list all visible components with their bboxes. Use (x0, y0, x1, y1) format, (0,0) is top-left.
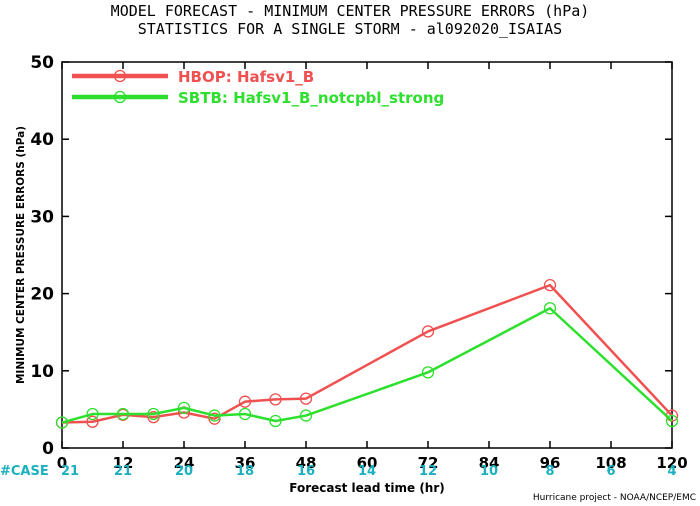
legend-label: SBTB: Hafsv1_B_notcpbl_strong (178, 89, 444, 107)
case-count: 16 (297, 464, 315, 479)
data-point (269, 393, 282, 406)
data-point (208, 412, 221, 425)
labels-layer: 0 12 24 36 48 60 72 84 96 108 12001020304050Foreca… (0, 53, 696, 503)
case-count: 4 (667, 464, 676, 479)
case-count: 12 (419, 464, 437, 479)
x-tick-label: 96 (540, 454, 561, 472)
data-point (147, 410, 160, 424)
legend-label: HBOP: Hafsv1_B (178, 68, 314, 86)
case-count: 6 (606, 464, 615, 479)
data-point (665, 414, 679, 428)
chart-title-line1: MODEL FORECAST - MINIMUM CENTER PRESSURE… (110, 2, 590, 20)
data-point (116, 407, 130, 421)
y-axis-label: MINIMUM CENTER PRESSURE ERRORS (hPa) (15, 126, 27, 384)
x-tick-label: 48 (296, 454, 317, 472)
data-point (147, 407, 160, 421)
y-tick-label: 50 (30, 53, 54, 73)
plot-frame (61, 61, 673, 449)
case-count: 18 (236, 464, 254, 479)
chart-title-line2: STATISTICS FOR A SINGLE STORM - al092020… (137, 20, 563, 38)
y-tick-label: 0 (42, 439, 54, 459)
legend-swatch-marker (113, 90, 127, 104)
data-point (238, 407, 252, 421)
data-point (543, 278, 557, 292)
y-tick-label: 30 (30, 207, 54, 227)
case-count: 14 (358, 464, 376, 479)
x-tick-label: 120 (656, 454, 687, 472)
data-point (177, 401, 191, 415)
footer-credit: Hurricane project - NOAA/NCEP/EMC (533, 493, 696, 503)
y-tick-label: 10 (30, 362, 54, 382)
y-tick-label: 20 (30, 285, 54, 305)
x-tick-label: 60 (357, 454, 378, 472)
data-point (86, 407, 99, 421)
x-tick-label: 72 (418, 454, 439, 472)
x-tick-label: 12 (113, 454, 134, 472)
legend-swatch-marker (113, 69, 127, 83)
case-count: 21 (61, 464, 79, 479)
data-point (269, 414, 282, 428)
data-point (299, 409, 313, 422)
x-axis-label: Forecast lead time (hr) (289, 481, 445, 495)
x-tick-label: 108 (595, 454, 626, 472)
data-point (421, 366, 435, 379)
x-tick-label: 0 (57, 454, 67, 472)
data-point (208, 409, 221, 422)
data-point (299, 392, 313, 405)
data-point (238, 395, 252, 408)
x-tick-label: 24 (174, 454, 195, 472)
legend: HBOP: Hafsv1_B SBTB: Hafsv1_B_notcpbl_str… (72, 68, 444, 107)
axes-group (61, 61, 673, 449)
data-point (86, 415, 99, 428)
case-count: 10 (480, 464, 498, 479)
case-count: 20 (175, 464, 193, 479)
case-count: 21 (114, 464, 132, 479)
case-count: 8 (545, 464, 554, 479)
series-line-1 (61, 283, 673, 424)
y-tick-label: 40 (30, 130, 54, 150)
data-point (421, 325, 435, 338)
series-layer (55, 278, 679, 429)
x-tick-label: 84 (479, 454, 500, 472)
case-row-label: #CASE (0, 464, 49, 479)
data-point (55, 416, 69, 429)
x-tick-label: 36 (235, 454, 256, 472)
data-point (543, 302, 557, 315)
